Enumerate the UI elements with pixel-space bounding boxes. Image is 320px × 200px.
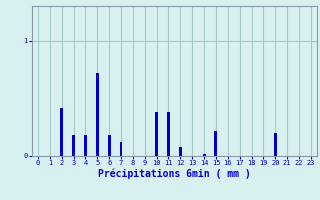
Bar: [203, 154, 205, 156]
Bar: [60, 108, 63, 156]
Bar: [167, 112, 170, 156]
Bar: [84, 135, 87, 156]
Bar: [274, 133, 277, 156]
Bar: [96, 73, 99, 156]
Bar: [119, 142, 123, 156]
Bar: [214, 131, 217, 156]
X-axis label: Précipitations 6min ( mm ): Précipitations 6min ( mm ): [98, 169, 251, 179]
Bar: [108, 135, 111, 156]
Bar: [72, 135, 75, 156]
Bar: [155, 112, 158, 156]
Bar: [179, 147, 182, 156]
